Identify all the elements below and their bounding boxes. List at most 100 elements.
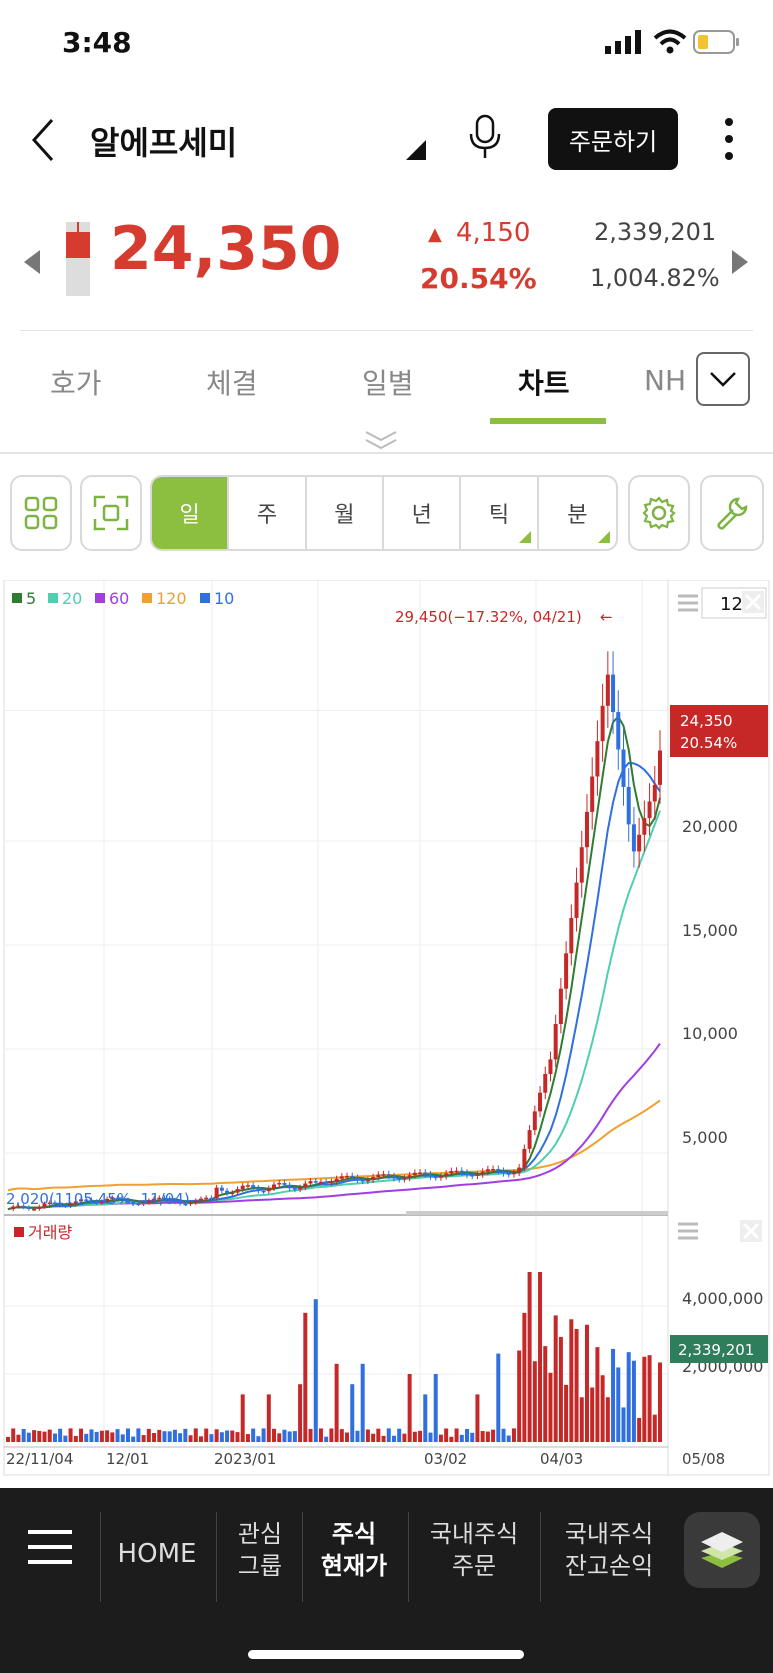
candle-body — [26, 1207, 31, 1209]
period-year[interactable]: 년 — [384, 477, 462, 549]
price-chart-svg[interactable]: 5 20 60 120 10 126 29,450(−17.32%, 04/21… — [0, 579, 773, 1480]
tab-daily[interactable]: 일별 — [362, 367, 414, 400]
volume-bar — [318, 1428, 323, 1442]
volume-bar — [564, 1384, 569, 1442]
candle-body — [350, 1175, 355, 1178]
candle-body — [115, 1197, 120, 1200]
volume-bar — [26, 1432, 31, 1442]
volume-bar — [569, 1319, 574, 1442]
wrench-icon — [717, 497, 748, 530]
nav-label: 현재가 — [320, 1552, 388, 1580]
layers-button[interactable] — [684, 1512, 760, 1588]
tab-trades[interactable]: 체결 — [206, 367, 258, 400]
next-stock-arrow-icon[interactable] — [732, 250, 748, 274]
candle-body — [397, 1178, 402, 1180]
volume-bar — [652, 1414, 657, 1442]
candle-body — [125, 1199, 130, 1203]
chart-scrollbar[interactable] — [406, 1211, 668, 1215]
hamburger-menu-icon[interactable] — [28, 1530, 72, 1564]
legend-20: 20 — [62, 589, 82, 608]
nav-watchlist-group[interactable]: 관심 그룹 — [220, 1518, 300, 1582]
candle-body — [318, 1181, 323, 1184]
volume-bar — [115, 1429, 120, 1442]
layout-grid-button[interactable] — [10, 475, 72, 551]
volume-bar — [58, 1428, 63, 1442]
fullscreen-button[interactable] — [80, 475, 142, 551]
candle-body — [637, 834, 642, 852]
candle-body — [590, 776, 595, 812]
volume-bar — [433, 1374, 438, 1442]
volume-bar — [444, 1428, 449, 1442]
period-day[interactable]: 일 — [152, 477, 230, 549]
chart-tools-button[interactable] — [700, 475, 764, 551]
candle-body — [647, 801, 652, 819]
volume-bar — [339, 1429, 344, 1442]
candle-body — [574, 882, 579, 918]
tab-orderbook[interactable]: 호가 — [50, 367, 102, 400]
double-chevron-down-icon[interactable] — [364, 430, 398, 450]
stock-title[interactable]: 알에프세미 — [90, 124, 238, 162]
period-week[interactable]: 주 — [229, 477, 307, 549]
indicator-menu-icon[interactable] — [678, 594, 698, 612]
volume-bar — [449, 1436, 454, 1442]
volume-bar — [365, 1429, 370, 1442]
candle-body — [308, 1181, 313, 1184]
volume-bar — [84, 1433, 89, 1442]
candle-body — [402, 1178, 407, 1180]
volume-bar — [6, 1436, 10, 1442]
nav-domestic-balance[interactable]: 국내주식 잔고손익 — [544, 1518, 674, 1582]
period-minute[interactable]: 분 — [539, 477, 616, 549]
prev-stock-arrow-icon[interactable] — [24, 250, 40, 274]
high-arrow-icon: ← — [600, 608, 613, 626]
active-tab-indicator — [490, 418, 606, 424]
candle-body — [141, 1202, 146, 1205]
candle-body — [496, 1168, 501, 1171]
nav-home[interactable]: HOME — [117, 1539, 197, 1569]
candle-body — [131, 1202, 136, 1204]
nav-stock-quote[interactable]: 주식 현재가 — [306, 1518, 402, 1582]
candle-body — [611, 674, 616, 713]
back-icon[interactable] — [30, 118, 56, 162]
microphone-icon[interactable] — [468, 114, 502, 160]
period-month[interactable]: 월 — [307, 477, 385, 549]
chart-settings-button[interactable] — [628, 475, 690, 551]
volume-bar — [308, 1428, 313, 1442]
volume-menu-icon[interactable] — [678, 1222, 698, 1240]
volume-tag: 2,339,201 — [670, 1335, 768, 1363]
volume-bar — [465, 1428, 470, 1442]
volume-close-icon[interactable] — [740, 1220, 762, 1242]
candle-body — [183, 1203, 188, 1206]
tab-nh[interactable]: NH — [644, 364, 686, 397]
order-button[interactable]: 주문하기 — [548, 108, 678, 170]
volume-bar — [475, 1394, 480, 1442]
volume-bar — [496, 1353, 501, 1442]
chart-area[interactable]: 5 20 60 120 10 126 29,450(−17.32%, 04/21… — [0, 579, 773, 1480]
close-panel-icon[interactable] — [742, 591, 764, 613]
period-tick[interactable]: 틱 — [461, 477, 539, 549]
candle-body — [491, 1168, 496, 1171]
tab-chart[interactable]: 차트 — [518, 367, 570, 400]
volume-bar — [324, 1436, 329, 1442]
period-tick-label: 틱 — [488, 503, 510, 528]
candle-body — [313, 1181, 318, 1183]
volume-bar — [52, 1433, 57, 1442]
volume-bar — [407, 1374, 412, 1442]
volume-bar — [527, 1272, 532, 1442]
candle-body — [79, 1199, 84, 1202]
candle-body — [52, 1202, 57, 1205]
y-tick-label: 10,000 — [682, 1024, 738, 1043]
volume-bar — [198, 1436, 203, 1442]
volume-bar — [485, 1431, 490, 1442]
candle-body — [506, 1173, 511, 1175]
tab-expand-button[interactable] — [696, 352, 750, 406]
candle-body — [564, 953, 569, 989]
volume-bar — [355, 1430, 360, 1442]
nav-domestic-order[interactable]: 국내주식 주문 — [412, 1518, 536, 1582]
volume-bar — [371, 1433, 376, 1442]
volume-bar — [438, 1434, 443, 1442]
dropdown-triangle-icon[interactable] — [406, 140, 426, 160]
status-time: 3:48 — [62, 26, 132, 59]
more-menu-icon[interactable] — [722, 116, 736, 162]
candle-body — [339, 1176, 344, 1179]
volume-bar — [511, 1428, 516, 1442]
